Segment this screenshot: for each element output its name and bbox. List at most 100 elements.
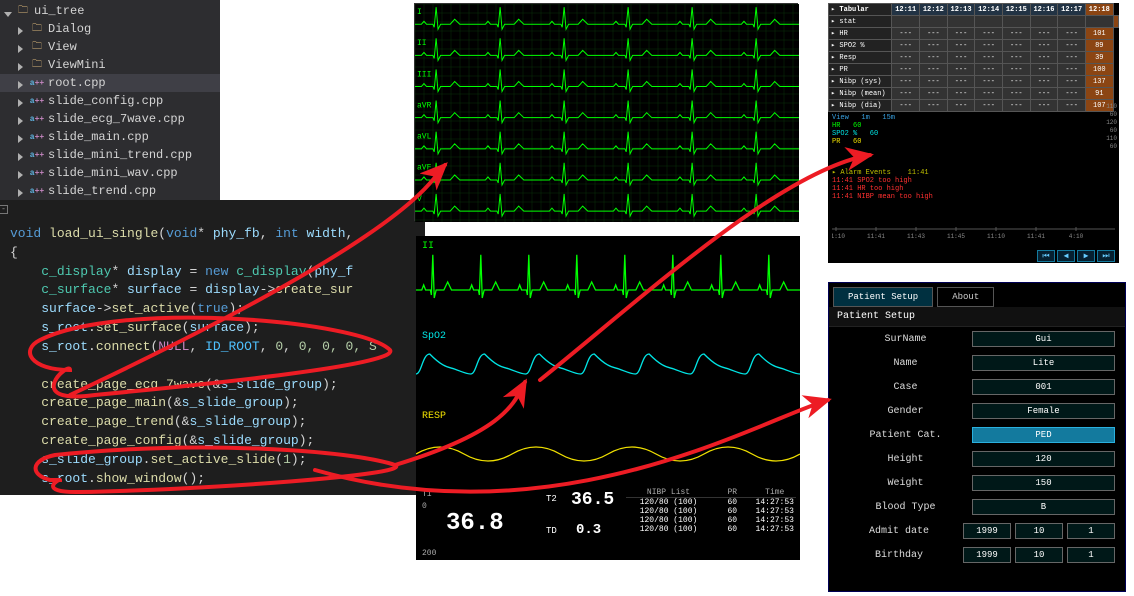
date-year[interactable]: 1999 <box>963 547 1011 563</box>
svg-text:aVF: aVF <box>417 164 432 173</box>
expand-icon <box>18 151 26 159</box>
date-month[interactable]: 10 <box>1015 523 1063 539</box>
field-blood-type: Blood TypeB <box>829 495 1125 519</box>
tree-root[interactable]: 🗀 ui_tree <box>0 2 220 20</box>
field-label: Blood Type <box>839 502 972 513</box>
ecg-main-svg: IISpO2RESP <box>416 236 800 486</box>
expand-icon <box>18 133 26 141</box>
expand-icon <box>18 97 26 105</box>
t1-label: T1 <box>422 490 432 499</box>
tree-item-label: slide_config.cpp <box>48 94 163 108</box>
field-admit-date: Admit date 1999101 <box>829 519 1125 543</box>
field-label: Height <box>839 454 972 465</box>
code-editor[interactable]: -void load_ui_single(void* phy_fb, int w… <box>0 200 425 495</box>
expand-icon <box>18 25 26 33</box>
tree-item-label: slide_ecg_7wave.cpp <box>48 112 185 126</box>
svg-text:11:10: 11:10 <box>832 233 845 239</box>
svg-text:II: II <box>417 39 427 48</box>
svg-text:4:10: 4:10 <box>1069 233 1084 239</box>
field-value[interactable]: B <box>972 499 1115 515</box>
date-year[interactable]: 1999 <box>963 523 1011 539</box>
patient-tabs: Patient Setup About <box>829 283 1125 307</box>
trend-mini-stats: View 1m 15mHR 60 SPO2 % 60 PR 60 1106012… <box>828 112 1119 148</box>
field-value[interactable]: PED <box>972 427 1115 443</box>
tree-item-View[interactable]: 🗀 View <box>0 38 220 56</box>
field-patient-cat-: Patient Cat.PED <box>829 423 1125 447</box>
patient-section-title: Patient Setup <box>829 307 1125 327</box>
ecg-main-panel: IISpO2RESP T1 0 200 36.8 T2 36.5 TD 0.3 … <box>416 236 800 560</box>
svg-text:11:41: 11:41 <box>1027 233 1045 239</box>
tree-item-slide_ecg_7wave-cpp[interactable]: a++ slide_ecg_7wave.cpp <box>0 110 220 128</box>
playback-home[interactable]: ⏮ <box>1037 250 1055 262</box>
tree-item-label: ViewMini <box>48 58 106 72</box>
patient-panel: Patient Setup About Patient Setup SurNam… <box>828 282 1126 592</box>
tab-patient-setup[interactable]: Patient Setup <box>833 287 933 307</box>
nibp-table: NIBP ListPRTime120/80 (100)6014:27:53120… <box>626 488 796 534</box>
svg-text:11:43: 11:43 <box>907 233 925 239</box>
field-label: Name <box>839 358 972 369</box>
svg-text:11:45: 11:45 <box>947 233 965 239</box>
field-case: Case001 <box>829 375 1125 399</box>
field-height: Height120 <box>829 447 1125 471</box>
field-label: Case <box>839 382 972 393</box>
field-value[interactable]: Female <box>972 403 1115 419</box>
expand-icon <box>18 115 26 123</box>
field-label: Patient Cat. <box>839 430 972 441</box>
field-label: SurName <box>839 334 972 345</box>
vitals-footer: T1 0 200 36.8 T2 36.5 TD 0.3 NIBP ListPR… <box>416 488 800 560</box>
tree-item-Dialog[interactable]: 🗀 Dialog <box>0 20 220 38</box>
tree-item-label: View <box>48 40 77 54</box>
date-day[interactable]: 1 <box>1067 523 1115 539</box>
svg-text:III: III <box>417 70 431 79</box>
tree-item-label: slide_mini_wav.cpp <box>48 166 178 180</box>
trend-panel: ▸ Tabular12:1112:1212:1312:1412:1512:161… <box>828 3 1119 263</box>
cpp-file-icon: a++ <box>30 185 44 197</box>
expand-icon <box>18 61 26 69</box>
field-value[interactable]: Lite <box>972 355 1115 371</box>
tree-item-label: slide_mini_trend.cpp <box>48 148 192 162</box>
playback-next[interactable]: ▶ <box>1077 250 1095 262</box>
td-label: TD <box>546 526 557 536</box>
svg-text:11:10: 11:10 <box>987 233 1005 239</box>
fold-icon[interactable]: - <box>0 205 8 214</box>
field-value[interactable]: 120 <box>972 451 1115 467</box>
tree-item-slide_mini_wav-cpp[interactable]: a++ slide_mini_wav.cpp <box>0 164 220 182</box>
expand-icon <box>18 79 26 87</box>
svg-text:V: V <box>417 195 422 204</box>
field-weight: Weight150 <box>829 471 1125 495</box>
cpp-file-icon: a++ <box>30 95 44 107</box>
temp-t1-value: 36.8 <box>446 510 504 537</box>
svg-text:RESP: RESP <box>422 411 446 422</box>
date-month[interactable]: 10 <box>1015 547 1063 563</box>
tab-about[interactable]: About <box>937 287 994 307</box>
folder-icon: 🗀 <box>30 23 44 35</box>
folder-icon: 🗀 <box>16 5 30 17</box>
folder-icon: 🗀 <box>30 41 44 53</box>
field-birthday: Birthday1999101 <box>829 543 1125 567</box>
field-value[interactable]: 001 <box>972 379 1115 395</box>
tree-item-ViewMini[interactable]: 🗀ViewMini <box>0 56 220 74</box>
t2-label: T2 <box>546 494 557 504</box>
ecg-7wave-panel: IIIIIIaVRaVLaVFV <box>414 3 798 221</box>
playback-end[interactable]: ⏭ <box>1097 250 1115 262</box>
tree-item-slide_config-cpp[interactable]: a++ slide_config.cpp <box>0 92 220 110</box>
tree-item-slide_main-cpp[interactable]: a++slide_main.cpp <box>0 128 220 146</box>
field-surname: SurNameGui <box>829 327 1125 351</box>
cpp-file-icon: a++ <box>30 77 44 89</box>
expand-icon <box>18 169 26 177</box>
date-day[interactable]: 1 <box>1067 547 1115 563</box>
svg-text:aVR: aVR <box>417 101 432 110</box>
field-value[interactable]: Gui <box>972 331 1115 347</box>
field-label: Admit date <box>839 526 959 537</box>
tree-item-slide_trend-cpp[interactable]: a++slide_trend.cpp <box>0 182 220 200</box>
expand-icon <box>18 43 26 51</box>
tree-item-slide_mini_trend-cpp[interactable]: a++slide_mini_trend.cpp <box>0 146 220 164</box>
svg-text:11:41: 11:41 <box>867 233 885 239</box>
svg-text:aVL: aVL <box>417 133 432 142</box>
tree-item-label: Dialog <box>48 22 91 36</box>
cpp-file-icon: a++ <box>30 167 44 179</box>
playback-prev[interactable]: ◀ <box>1057 250 1075 262</box>
tree-item-root-cpp[interactable]: a++root.cpp <box>0 74 220 92</box>
cpp-file-icon: a++ <box>30 113 44 125</box>
field-value[interactable]: 150 <box>972 475 1115 491</box>
